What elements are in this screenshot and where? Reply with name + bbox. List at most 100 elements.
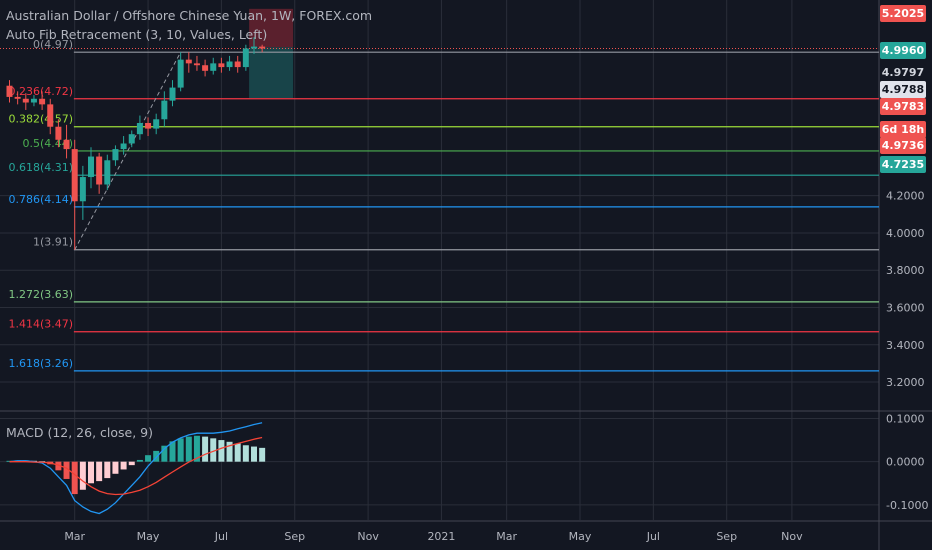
candle-body	[185, 59, 192, 64]
macd-histogram-bar	[234, 443, 241, 462]
macd-histogram-bar	[210, 438, 217, 462]
time-axis-tick: 2021	[427, 530, 455, 543]
candle-body	[169, 87, 176, 101]
candle-body	[202, 65, 209, 71]
macd-indicator-label[interactable]: MACD (12, 26, close, 9)	[6, 425, 153, 440]
candle-body	[161, 100, 168, 120]
fib-level-label: 0.786(4.14)	[8, 193, 73, 206]
signal-line	[9, 436, 263, 496]
fib-trend-line	[74, 51, 182, 250]
price-axis-label: 4.9783	[880, 98, 926, 115]
symbol-title[interactable]: Australian Dollar / Offshore Chinese Yua…	[6, 8, 373, 23]
fib-level-label: 1.618(3.26)	[8, 357, 73, 370]
price-axis-tick: 3.4000	[886, 339, 925, 352]
candle-body	[63, 139, 70, 150]
macd-histogram-bar	[104, 461, 111, 479]
macd-histogram-bar	[251, 446, 257, 462]
time-axis-tick: May	[137, 530, 160, 543]
macd-histogram-bar	[259, 447, 266, 462]
candle-body	[6, 85, 13, 97]
time-axis-tick: Jul	[214, 530, 228, 543]
candle-body	[120, 143, 127, 150]
candle-body	[226, 61, 233, 68]
price-axis-label: 4.9960	[880, 42, 926, 59]
candle-body	[136, 123, 143, 135]
macd-histogram-bar	[177, 438, 184, 462]
time-axis-tick: Mar	[496, 530, 517, 543]
price-axis-tick: 3.2000	[886, 376, 925, 389]
candle-body	[193, 63, 200, 66]
macd-histogram-bar	[161, 445, 168, 462]
candle-body	[218, 63, 225, 68]
price-axis-label: 4.9797	[880, 64, 926, 81]
candle-body	[96, 156, 103, 185]
fib-level-label: 1(3.91)	[33, 236, 73, 249]
macd-histogram-bar	[136, 459, 143, 462]
macd-histogram-bar	[145, 455, 152, 462]
time-axis-tick: Jul	[646, 530, 660, 543]
price-axis-tick: 3.6000	[886, 302, 925, 315]
macd-axis-tick: -0.1000	[886, 499, 928, 512]
price-axis-tick: 4.2000	[886, 190, 925, 203]
candle-body	[145, 123, 152, 129]
macd-histogram-bar	[71, 461, 78, 495]
macd-histogram-bar	[218, 440, 225, 462]
position-stop-zone	[249, 8, 294, 48]
candle-body	[30, 98, 37, 103]
candle-body	[251, 46, 257, 49]
candle-body	[128, 134, 135, 144]
macd-histogram-bar	[120, 461, 127, 470]
macd-histogram-bar	[242, 445, 249, 462]
macd-histogram-bar	[112, 461, 119, 474]
macd-histogram-bar	[96, 461, 103, 482]
price-axis-label: 6d 18h	[880, 121, 926, 138]
fib-level-label: 0(4.97)	[33, 38, 73, 51]
candle-body	[22, 98, 29, 103]
time-axis-tick: Nov	[781, 530, 803, 543]
candle-body	[88, 156, 94, 178]
candle-body	[210, 63, 217, 71]
candle-body	[14, 96, 21, 99]
candle-body	[242, 48, 249, 68]
price-axis-tick: 4.0000	[886, 227, 925, 240]
macd-histogram-bar	[193, 435, 200, 462]
fib-level-label: 1.272(3.63)	[8, 288, 73, 301]
price-axis-tick: 3.8000	[886, 264, 925, 277]
macd-histogram-bar	[185, 436, 192, 462]
macd-histogram-bar	[88, 461, 94, 484]
price-axis-label: 5.2025	[880, 5, 926, 22]
candle-body	[55, 126, 62, 140]
macd-histogram-bar	[153, 450, 160, 462]
fib-indicator-label[interactable]: Auto Fib Retracement (3, 10, Values, Lef…	[6, 27, 268, 42]
macd-histogram-bar	[55, 461, 62, 471]
time-axis-tick: Sep	[284, 530, 305, 543]
macd-histogram-bar	[226, 441, 233, 462]
candle-body	[177, 59, 184, 88]
fib-level-label: 0.618(4.31)	[8, 161, 73, 174]
price-axis-label: 4.9736	[880, 137, 926, 154]
fib-level-label: 1.414(3.47)	[8, 318, 73, 331]
candle-body	[153, 119, 160, 129]
fib-level-label: 0.236(4.72)	[8, 85, 73, 98]
fib-level-label: 0.382(4.57)	[8, 113, 73, 126]
time-axis-tick: May	[569, 530, 592, 543]
macd-line	[9, 422, 263, 515]
macd-histogram-bar	[202, 436, 209, 462]
price-axis-label: 4.7235	[880, 156, 926, 173]
candle-body	[259, 46, 266, 49]
price-axis-label: 4.9788	[880, 81, 926, 98]
candle-body	[104, 160, 111, 185]
candle-body	[47, 104, 54, 127]
macd-axis-tick: 0.0000	[886, 456, 925, 469]
time-axis-tick: Nov	[357, 530, 379, 543]
macd-axis-tick: 0.1000	[886, 412, 925, 425]
fib-level-label: 0.5(4.44)	[22, 137, 73, 150]
candle-body	[71, 149, 78, 202]
macd-histogram-bar	[169, 441, 176, 462]
macd-histogram-bar	[128, 461, 135, 466]
time-axis-tick: Sep	[716, 530, 737, 543]
macd-histogram-bar	[63, 461, 70, 479]
macd-histogram-bar	[79, 461, 86, 490]
